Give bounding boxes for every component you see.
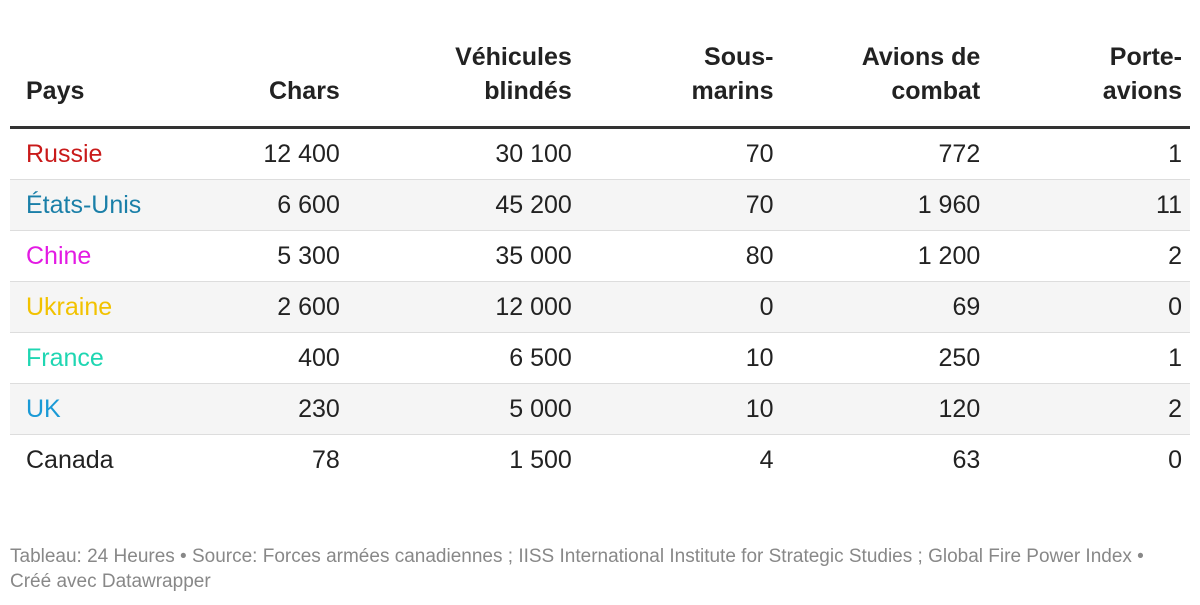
cell-avions-de-combat: 120 [781, 383, 989, 435]
cell-vehicules-blindes: 35 000 [347, 230, 580, 282]
column-header-line: Pays [26, 77, 85, 105]
cell-vehicules-blindes: 5 000 [347, 383, 580, 435]
cell-avions-de-combat: 1 960 [781, 179, 989, 231]
cell-country: Canada [26, 445, 114, 474]
column-header-line: marins [691, 77, 774, 105]
column-header-line: Véhicules [455, 43, 572, 71]
column-header-line: blindés [484, 77, 572, 105]
cell-chars: 12 400 [186, 127, 348, 180]
cell-country: UK [10, 383, 187, 435]
column-header-line: Chars [268, 77, 340, 105]
military-comparison-table: Pays Chars Véhicules blindés Sous-marins Avio… [10, 40, 1190, 485]
cell-sous-marins: 4 [759, 445, 774, 474]
table-row: États-Unis 6 600 45 200 70 1 960 11 [10, 179, 1190, 231]
table-row: Ukraine 2 600 12 000 0 69 0 [10, 281, 1190, 333]
table-row: UK 230 5 000 10 120 2 [10, 383, 1190, 435]
cell-country: États-Unis [10, 179, 187, 231]
cell-country: Chine [10, 230, 187, 282]
cell-porte-avions: 1 [988, 332, 1190, 384]
table-row: France 400 6 500 10 250 1 [10, 332, 1190, 384]
cell-chars: 400 [186, 332, 348, 384]
header-chars: Chars [186, 40, 348, 129]
cell-avions-de-combat: 63 [952, 445, 981, 474]
header-sous-marins: Sous-marins [579, 40, 782, 129]
column-header-line: avions [1102, 77, 1182, 105]
column-header-line: Porte- [1109, 43, 1182, 71]
cell-porte-avions: 0 [1168, 445, 1182, 474]
column-header-line: Sous- [704, 43, 774, 71]
cell-sous-marins: 70 [579, 179, 782, 231]
header-avions-de-combat: Avions de combat [781, 40, 989, 129]
cell-country: Russie [10, 127, 187, 180]
cell-sous-marins: 10 [579, 383, 782, 435]
cell-avions-de-combat: 772 [781, 127, 989, 180]
cell-porte-avions: 0 [988, 281, 1190, 333]
cell-chars: 6 600 [186, 179, 348, 231]
cell-vehicules-blindes: 6 500 [347, 332, 580, 384]
column-header-line: Avions de [861, 43, 981, 71]
cell-sous-marins: 0 [579, 281, 782, 333]
table-body: Russie 12 400 30 100 70 772 1 États-Unis 6 600 4… [10, 127, 1190, 486]
cell-vehicules-blindes: 12 000 [347, 281, 580, 333]
header-pays: Pays [10, 40, 187, 129]
cell-avions-de-combat: 250 [781, 332, 989, 384]
table-row: Canada 78 1 500 4 63 0 [10, 435, 1190, 486]
header-vehicules-blindes: Véhicules blindés [347, 40, 580, 129]
table-header-row: Pays Chars Véhicules blindés Sous-marins Avio… [10, 40, 1190, 129]
cell-vehicules-blindes: 30 100 [347, 127, 580, 180]
cell-vehicules-blindes: 1 500 [509, 445, 572, 474]
cell-porte-avions: 2 [988, 230, 1190, 282]
cell-porte-avions: 1 [988, 127, 1190, 180]
cell-chars: 2 600 [186, 281, 348, 333]
cell-chars: 230 [186, 383, 348, 435]
table-row: Russie 12 400 30 100 70 772 1 [10, 127, 1190, 180]
cell-porte-avions: 11 [988, 179, 1190, 231]
chart-footer-note: Tableau: 24 Heures • Source: Forces armé… [10, 546, 1144, 592]
cell-chars: 5 300 [186, 230, 348, 282]
cell-chars: 78 [312, 445, 340, 474]
cell-country: France [10, 332, 187, 384]
cell-sous-marins: 70 [579, 127, 782, 180]
cell-sous-marins: 80 [579, 230, 782, 282]
cell-avions-de-combat: 69 [781, 281, 989, 333]
cell-avions-de-combat: 1 200 [781, 230, 989, 282]
column-header-line: combat [891, 77, 981, 105]
table-row: Chine 5 300 35 000 80 1 200 2 [10, 230, 1190, 282]
header-porte-avions: Porte-avions [988, 40, 1190, 129]
cell-porte-avions: 2 [988, 383, 1190, 435]
data-table-container: Pays Chars Véhicules blindés Sous-marins Avio… [10, 40, 1190, 485]
cell-country: Ukraine [10, 281, 187, 333]
cell-sous-marins: 10 [579, 332, 782, 384]
cell-vehicules-blindes: 45 200 [347, 179, 580, 231]
